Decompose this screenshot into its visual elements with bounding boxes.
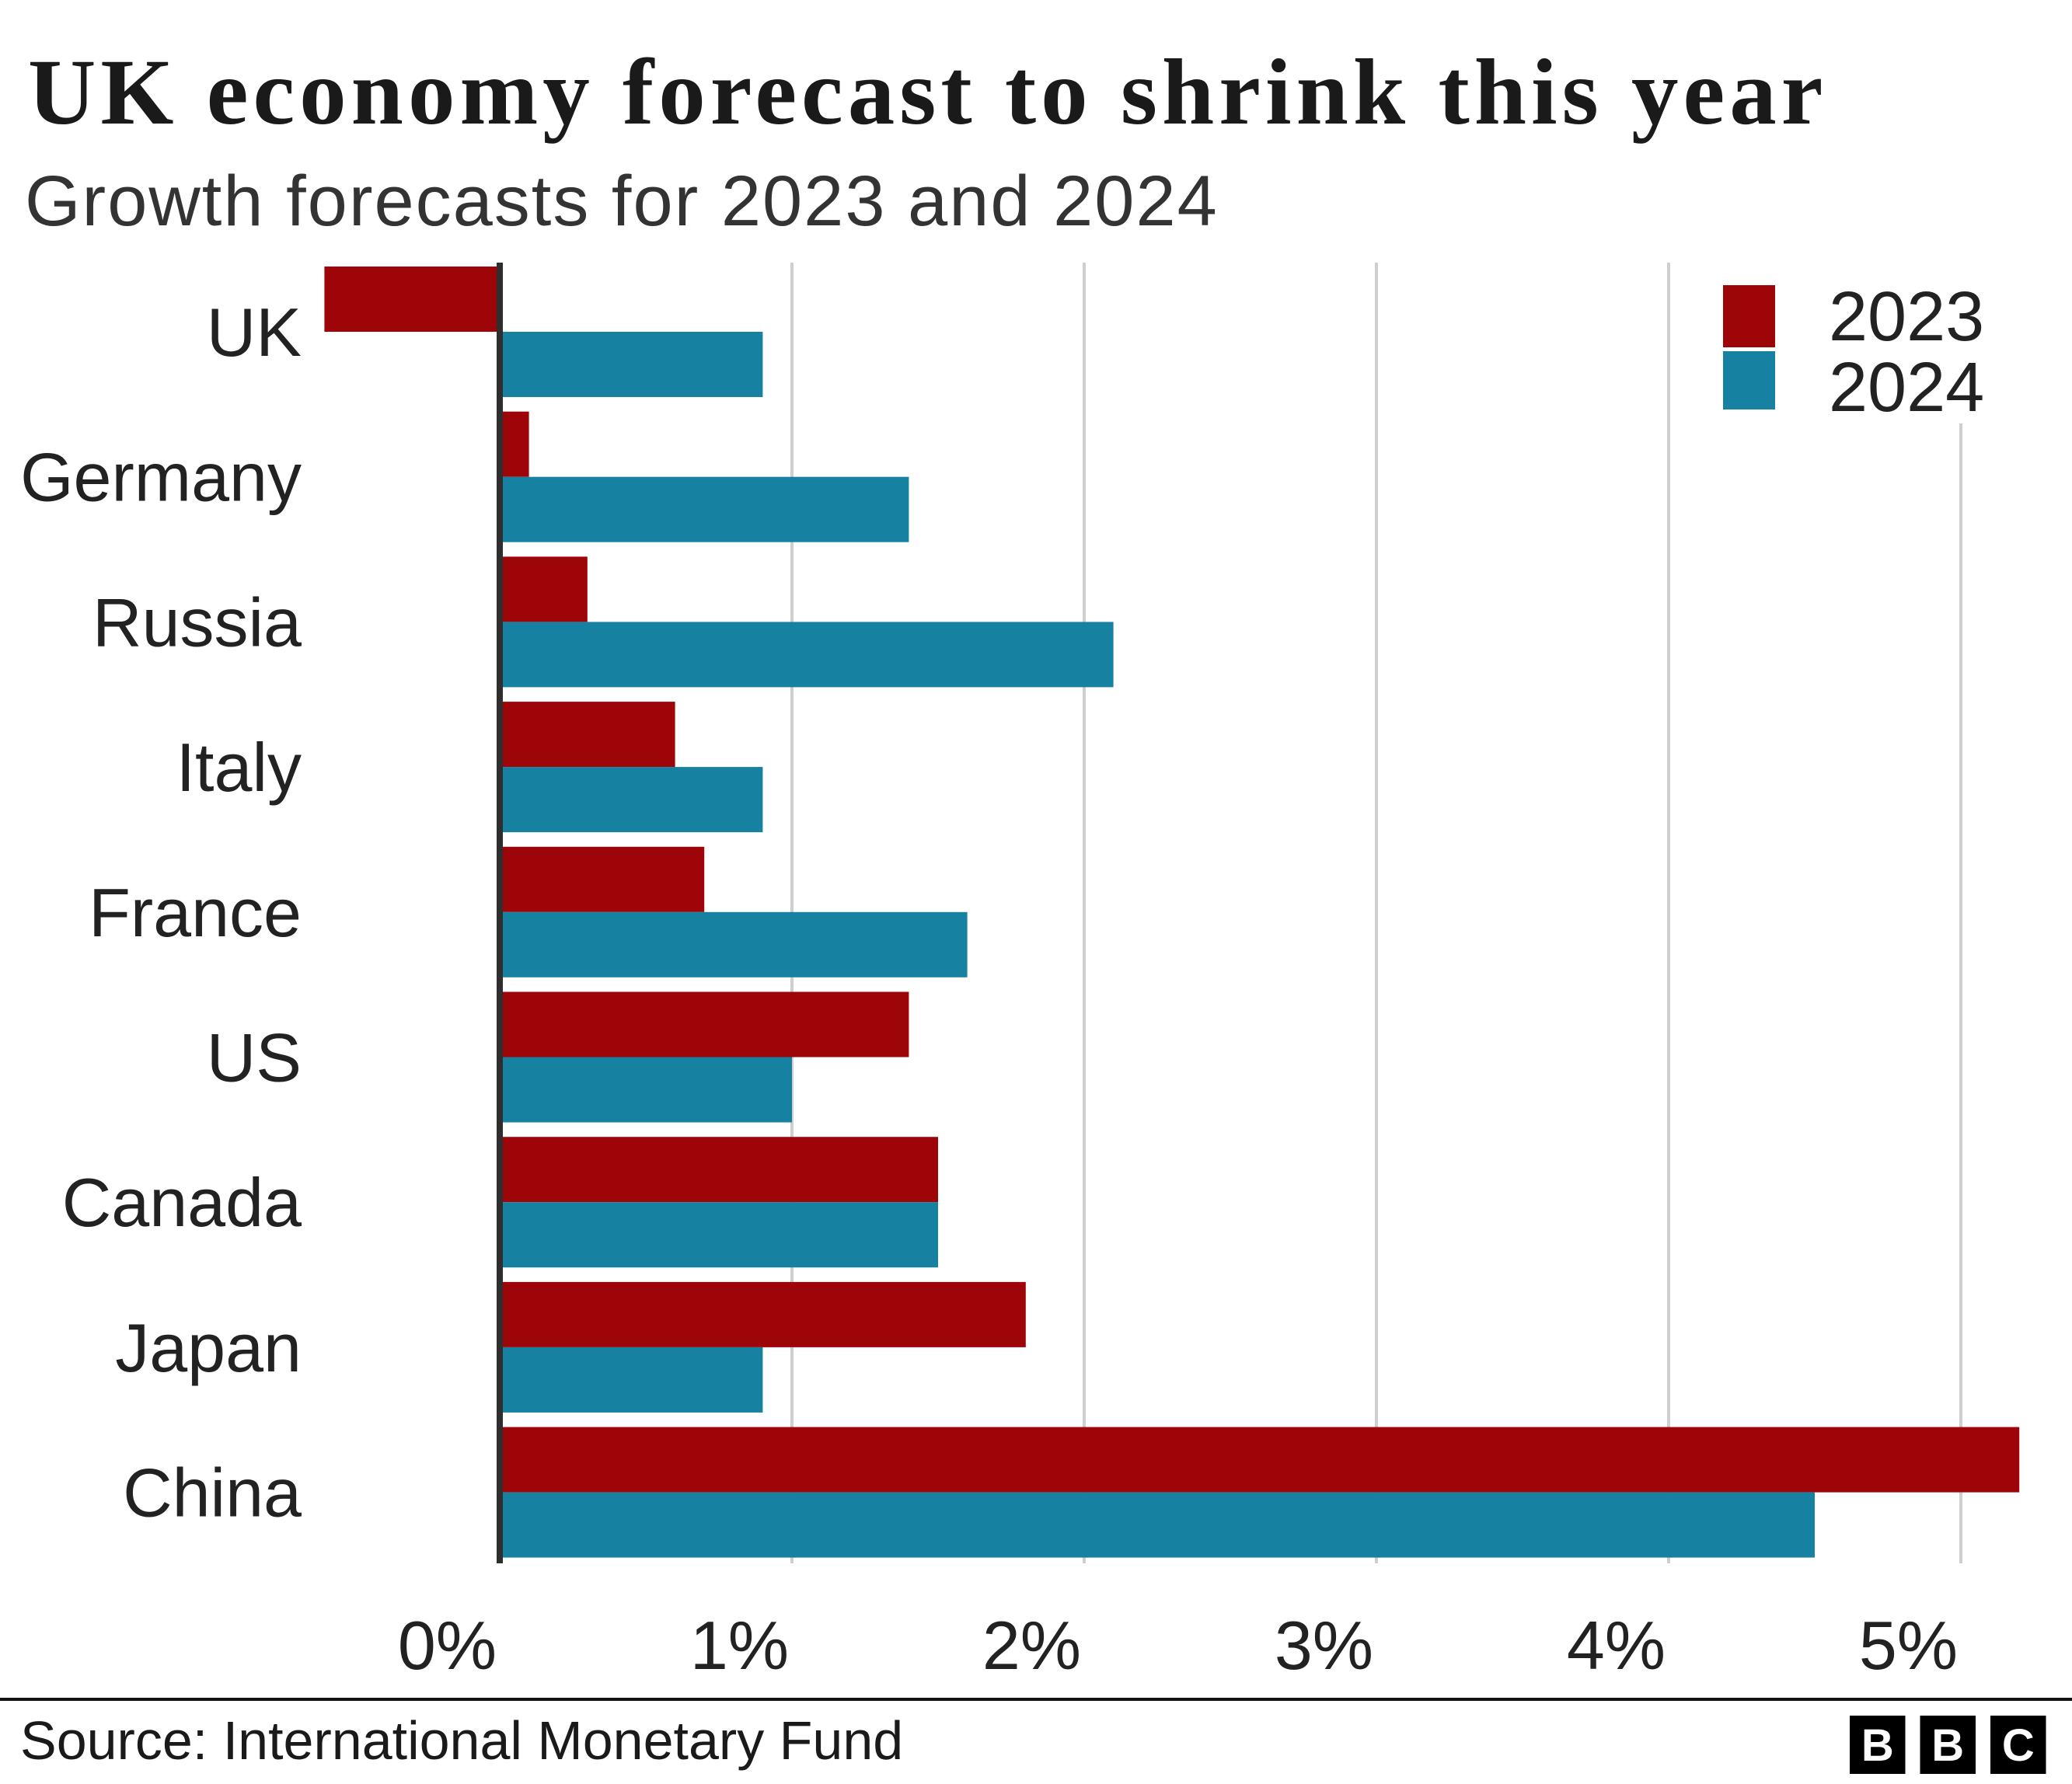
svg-text:3%: 3%	[1275, 1607, 1373, 1684]
svg-text:1%: 1%	[690, 1607, 789, 1684]
svg-text:Growth forecasts for 2023 and: Growth forecasts for 2023 and 2024	[25, 162, 1219, 241]
svg-text:0%: 0%	[398, 1607, 497, 1684]
svg-text:Canada: Canada	[62, 1164, 302, 1241]
svg-text:Japan: Japan	[115, 1309, 302, 1386]
svg-text:5%: 5%	[1859, 1607, 1958, 1684]
svg-text:2024: 2024	[1829, 349, 1984, 427]
svg-text:Source: International Monetary: Source: International Monetary Fund	[20, 1710, 903, 1771]
svg-text:B: B	[1861, 1720, 1894, 1771]
svg-text:UK: UK	[207, 294, 302, 371]
svg-text:2%: 2%	[982, 1607, 1081, 1684]
svg-text:China: China	[123, 1455, 302, 1531]
svg-text:UK economy forecast to shrink: UK economy forecast to shrink this year	[28, 40, 1827, 145]
svg-text:France: France	[89, 874, 302, 951]
svg-text:US: US	[207, 1019, 302, 1096]
svg-text:Germany: Germany	[20, 439, 302, 516]
svg-text:B: B	[1931, 1720, 1964, 1771]
svg-text:C: C	[2002, 1720, 2035, 1771]
svg-text:Russia: Russia	[92, 584, 302, 660]
svg-text:4%: 4%	[1567, 1607, 1666, 1684]
svg-text:2023: 2023	[1829, 278, 1984, 356]
svg-text:Italy: Italy	[176, 729, 302, 806]
